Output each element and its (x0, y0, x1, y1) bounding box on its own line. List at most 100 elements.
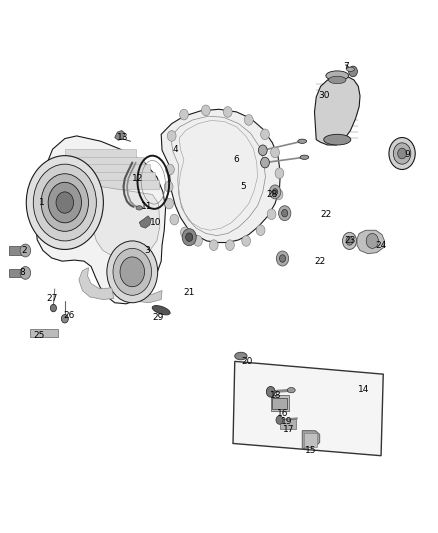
Polygon shape (161, 109, 280, 243)
Circle shape (242, 236, 251, 246)
Text: 3: 3 (144, 246, 150, 255)
Circle shape (226, 240, 234, 251)
Text: 14: 14 (358, 385, 369, 393)
Circle shape (20, 266, 31, 279)
Polygon shape (79, 268, 114, 300)
Ellipse shape (152, 305, 170, 315)
Text: 21: 21 (184, 288, 195, 296)
Circle shape (266, 386, 275, 397)
Ellipse shape (287, 387, 295, 393)
Circle shape (167, 131, 176, 141)
Ellipse shape (298, 139, 307, 143)
Circle shape (120, 257, 145, 287)
Circle shape (61, 314, 68, 323)
Circle shape (41, 174, 88, 231)
Polygon shape (92, 187, 160, 255)
Text: 4: 4 (173, 145, 178, 154)
Circle shape (274, 189, 283, 200)
Bar (304, 433, 317, 447)
Text: 20: 20 (242, 357, 253, 366)
Polygon shape (58, 164, 150, 174)
Circle shape (346, 237, 353, 245)
Polygon shape (55, 172, 155, 181)
Polygon shape (357, 230, 385, 254)
Circle shape (180, 227, 189, 238)
Circle shape (267, 209, 276, 220)
Circle shape (389, 138, 415, 169)
Text: 22: 22 (314, 257, 325, 265)
Circle shape (48, 182, 81, 223)
Circle shape (113, 248, 152, 295)
Ellipse shape (326, 71, 349, 80)
Circle shape (50, 304, 57, 312)
Circle shape (165, 198, 173, 209)
Circle shape (107, 241, 158, 303)
Circle shape (244, 115, 253, 125)
Text: 1: 1 (39, 198, 45, 207)
Ellipse shape (235, 352, 247, 360)
Text: 2: 2 (21, 246, 27, 255)
Circle shape (166, 164, 174, 175)
Polygon shape (52, 180, 159, 189)
Text: 23: 23 (345, 237, 356, 245)
Ellipse shape (136, 206, 142, 210)
Bar (30, 329, 58, 337)
Circle shape (33, 164, 96, 241)
Polygon shape (314, 76, 360, 145)
Circle shape (393, 143, 411, 164)
Circle shape (186, 233, 193, 241)
Bar (280, 419, 296, 429)
Circle shape (279, 206, 291, 221)
Circle shape (282, 209, 288, 217)
Polygon shape (65, 149, 136, 160)
Text: 30: 30 (318, 92, 330, 100)
Circle shape (276, 416, 283, 424)
Circle shape (164, 181, 173, 192)
Bar (9, 246, 26, 255)
Text: 8: 8 (19, 269, 25, 277)
Circle shape (366, 233, 378, 248)
Text: 10: 10 (150, 219, 161, 227)
Circle shape (261, 129, 269, 140)
Circle shape (271, 147, 279, 158)
Circle shape (343, 232, 357, 249)
Circle shape (256, 225, 265, 236)
Text: 24: 24 (375, 241, 387, 249)
Polygon shape (61, 157, 144, 166)
Text: 9: 9 (404, 150, 410, 159)
Bar (271, 395, 289, 411)
Circle shape (272, 189, 278, 195)
Circle shape (170, 214, 179, 225)
Text: 22: 22 (321, 211, 332, 219)
Text: 28: 28 (266, 190, 277, 199)
Polygon shape (233, 361, 383, 456)
Circle shape (258, 145, 267, 156)
Text: 25: 25 (34, 332, 45, 340)
Ellipse shape (346, 67, 354, 71)
Circle shape (398, 148, 406, 159)
Circle shape (349, 66, 357, 77)
Circle shape (209, 240, 218, 251)
Circle shape (20, 244, 31, 257)
Polygon shape (123, 290, 162, 303)
Circle shape (182, 229, 196, 246)
Text: 5: 5 (240, 182, 246, 191)
Text: 26: 26 (64, 311, 75, 320)
Bar (272, 398, 287, 409)
Text: 11: 11 (141, 203, 152, 211)
Ellipse shape (324, 134, 351, 145)
Polygon shape (302, 431, 320, 449)
Circle shape (275, 168, 284, 179)
Circle shape (279, 255, 286, 262)
Circle shape (261, 157, 269, 168)
Ellipse shape (328, 76, 346, 84)
Circle shape (223, 107, 232, 117)
Circle shape (56, 192, 74, 213)
Text: 19: 19 (281, 417, 293, 425)
Text: 12: 12 (132, 174, 144, 183)
Text: 27: 27 (46, 294, 57, 303)
Circle shape (201, 105, 210, 116)
Polygon shape (36, 136, 166, 304)
Text: 18: 18 (270, 391, 282, 400)
Bar (9, 269, 26, 277)
